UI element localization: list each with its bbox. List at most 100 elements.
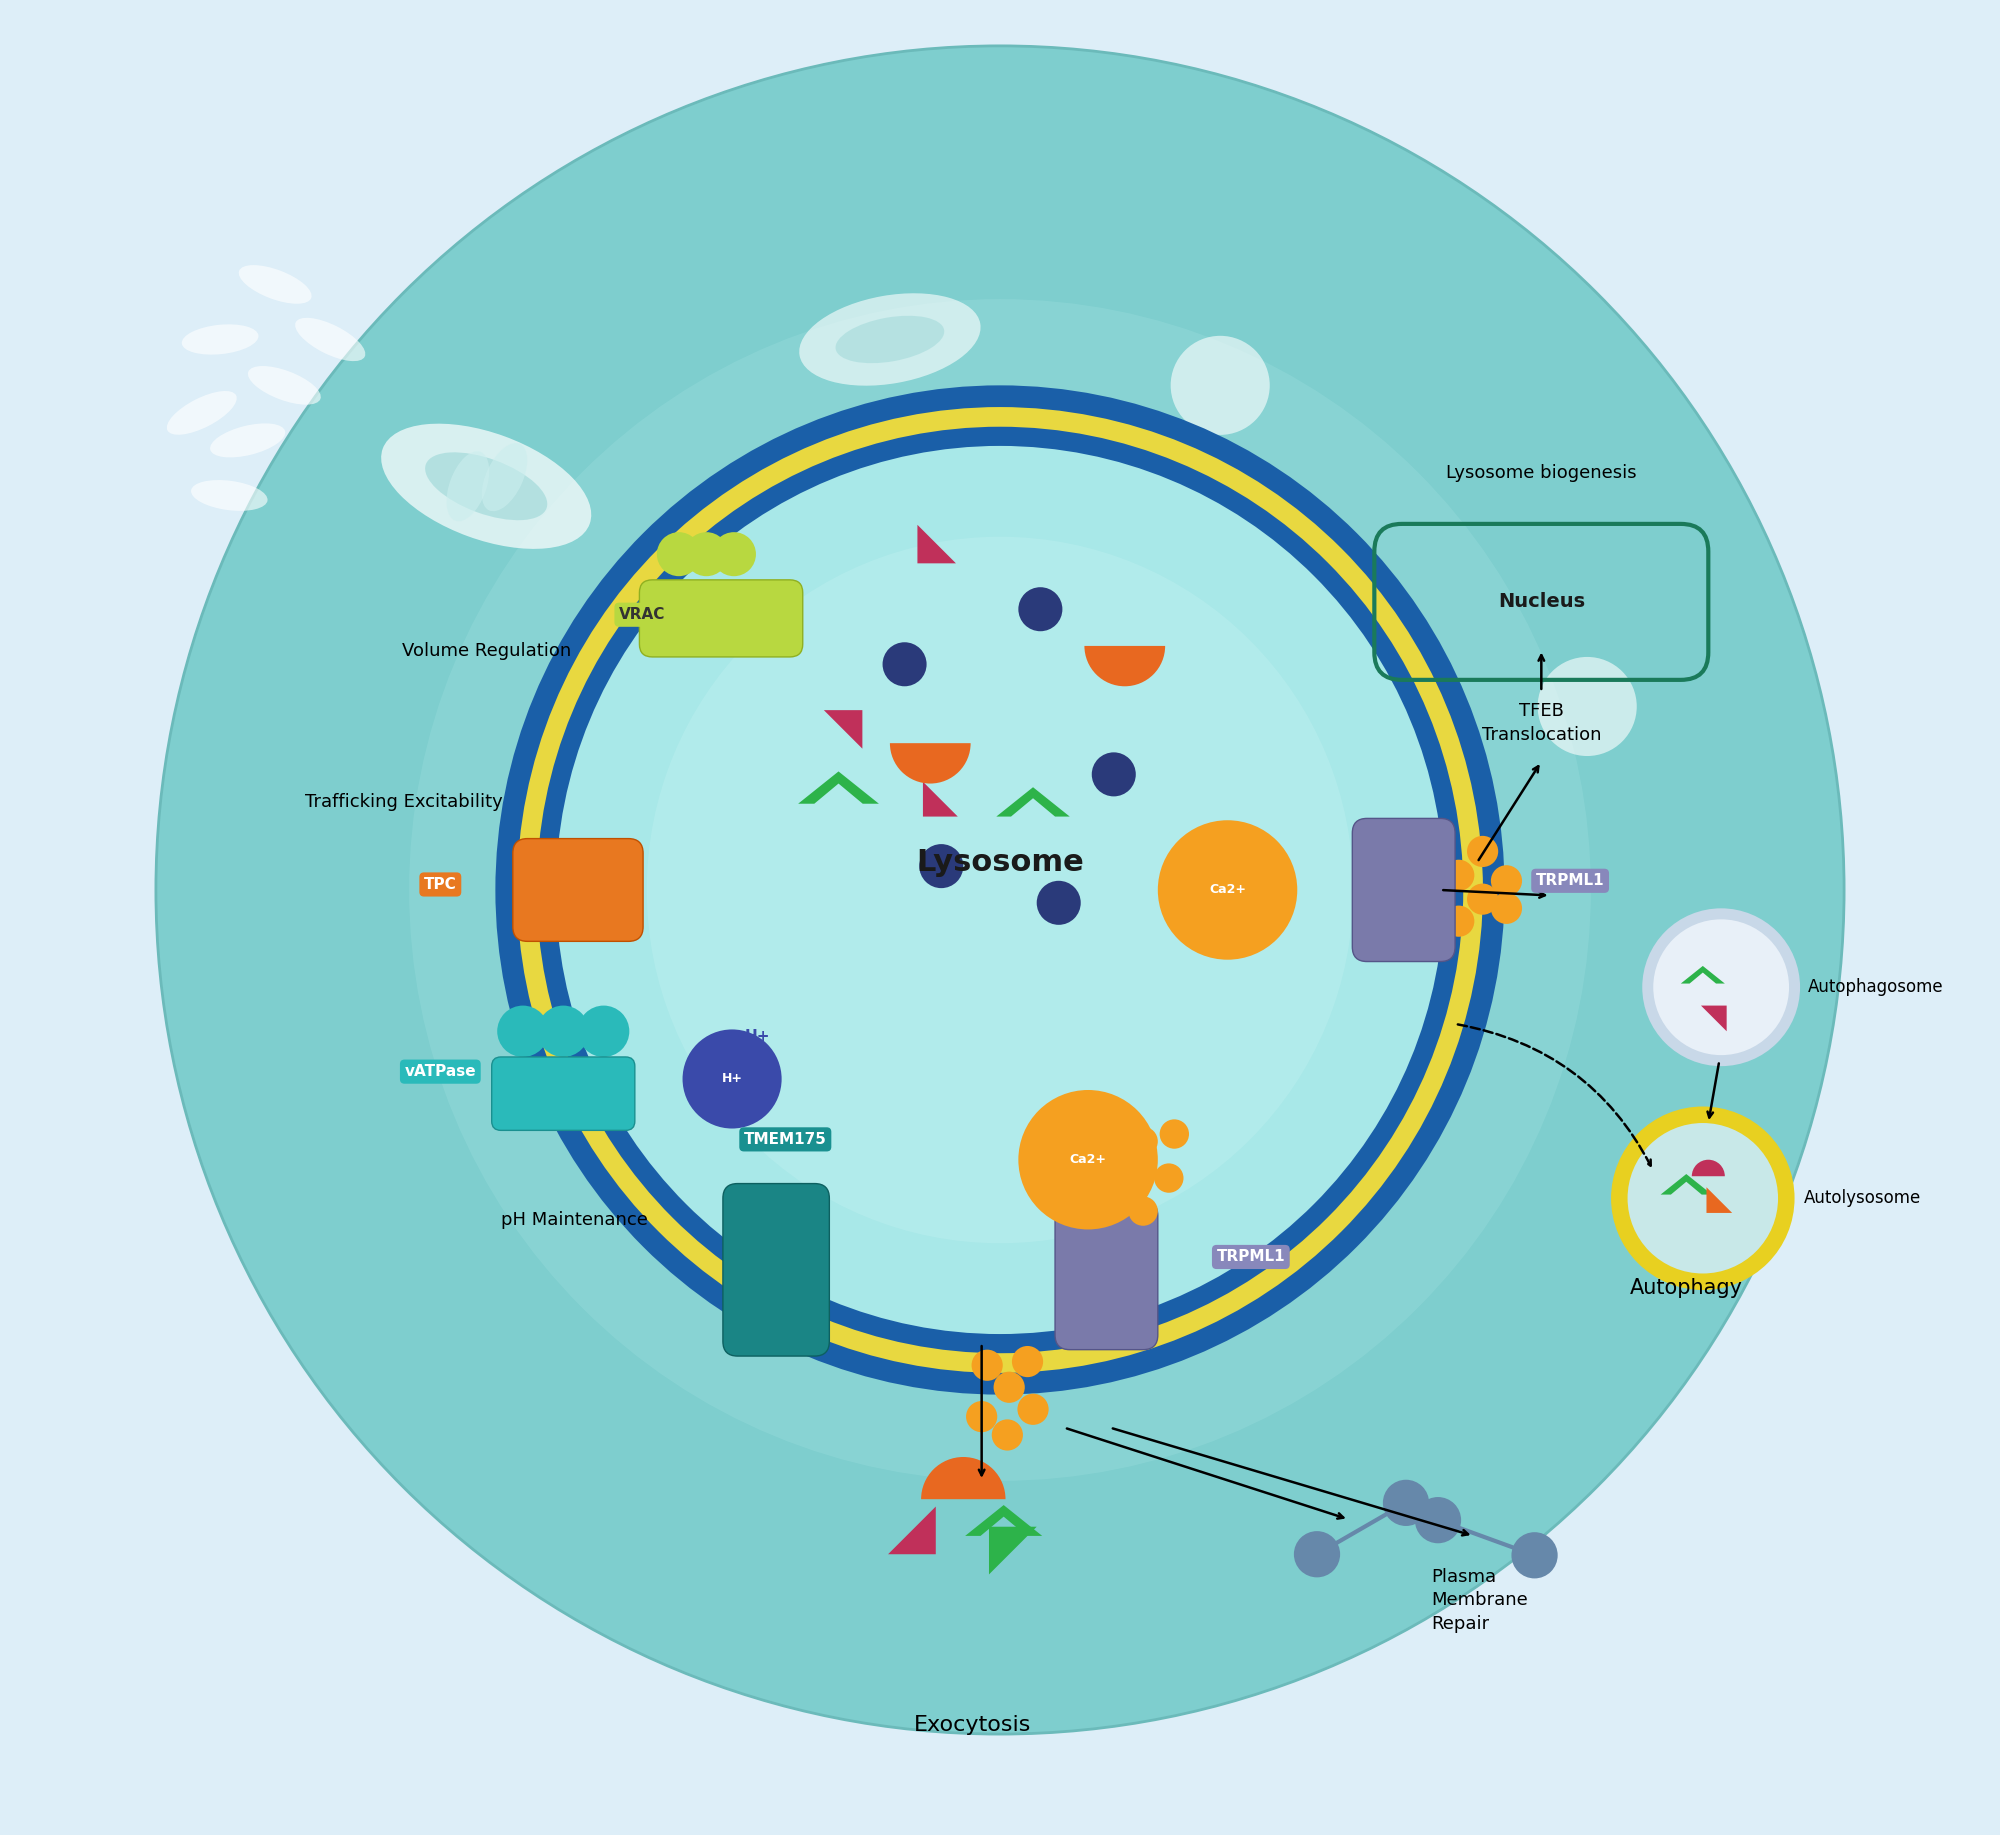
Text: Ca2+: Ca2+: [1070, 1152, 1106, 1167]
Circle shape: [518, 407, 1482, 1373]
Ellipse shape: [210, 424, 286, 457]
Ellipse shape: [482, 442, 528, 512]
Ellipse shape: [192, 481, 268, 510]
Circle shape: [684, 532, 728, 576]
Text: TRPML1: TRPML1: [1536, 873, 1604, 888]
Text: H+: H+: [746, 1029, 770, 1044]
Circle shape: [966, 1402, 998, 1431]
Text: pH Maintenance: pH Maintenance: [500, 1211, 648, 1229]
Polygon shape: [1706, 1187, 1732, 1213]
Circle shape: [1444, 906, 1474, 936]
Ellipse shape: [800, 294, 980, 385]
Circle shape: [1538, 657, 1636, 756]
Circle shape: [1128, 1196, 1158, 1226]
Circle shape: [994, 1373, 1024, 1402]
Circle shape: [1654, 919, 1790, 1055]
Circle shape: [498, 1006, 548, 1057]
Wedge shape: [922, 1457, 1006, 1499]
Circle shape: [496, 385, 1504, 1395]
Text: TPC: TPC: [424, 877, 456, 892]
Polygon shape: [824, 710, 862, 749]
Circle shape: [682, 1029, 782, 1129]
Circle shape: [1018, 1090, 1158, 1229]
Text: Nucleus: Nucleus: [1498, 593, 1584, 611]
Wedge shape: [1692, 1160, 1724, 1176]
Text: VRAC: VRAC: [618, 607, 666, 622]
Circle shape: [1018, 587, 1062, 631]
Polygon shape: [922, 782, 958, 817]
Circle shape: [410, 299, 1590, 1481]
Polygon shape: [1680, 965, 1724, 984]
Circle shape: [578, 1006, 630, 1057]
Polygon shape: [988, 1527, 1036, 1574]
Circle shape: [972, 1351, 1002, 1382]
Text: Autophagy: Autophagy: [1630, 1279, 1742, 1297]
Circle shape: [1490, 894, 1522, 925]
Polygon shape: [798, 771, 878, 804]
Text: Autophagosome: Autophagosome: [1808, 978, 1944, 996]
Ellipse shape: [296, 317, 366, 361]
Circle shape: [538, 1006, 588, 1057]
Ellipse shape: [426, 453, 548, 519]
Circle shape: [1628, 1123, 1778, 1273]
Text: Autolysosome: Autolysosome: [1804, 1189, 1920, 1207]
FancyBboxPatch shape: [640, 580, 802, 657]
Text: Lysosome biogenesis: Lysosome biogenesis: [1446, 464, 1636, 483]
Text: Plasma
Membrane
Repair: Plasma Membrane Repair: [1432, 1567, 1528, 1633]
Circle shape: [1612, 1107, 1794, 1290]
Circle shape: [1444, 859, 1474, 892]
Circle shape: [1158, 820, 1298, 960]
Wedge shape: [890, 743, 970, 784]
Ellipse shape: [446, 451, 490, 521]
Circle shape: [646, 536, 1354, 1244]
Polygon shape: [966, 1505, 1042, 1536]
Polygon shape: [996, 787, 1070, 817]
Circle shape: [1294, 1530, 1340, 1578]
Circle shape: [1414, 1497, 1462, 1543]
Circle shape: [882, 642, 926, 686]
Circle shape: [712, 532, 756, 576]
Text: TRPML1: TRPML1: [1216, 1250, 1286, 1264]
Wedge shape: [1084, 646, 1166, 686]
Text: H+: H+: [722, 1072, 742, 1086]
Circle shape: [1512, 1532, 1558, 1578]
Polygon shape: [1700, 1006, 1726, 1031]
Text: Trafficking Excitability: Trafficking Excitability: [304, 793, 502, 811]
Text: TMEM175: TMEM175: [744, 1132, 826, 1147]
Text: Lysosome: Lysosome: [916, 848, 1084, 877]
Text: vATPase: vATPase: [404, 1064, 476, 1079]
Circle shape: [1382, 1479, 1430, 1527]
Circle shape: [1012, 1347, 1044, 1376]
Ellipse shape: [836, 316, 944, 363]
Circle shape: [1092, 752, 1136, 796]
Circle shape: [1468, 837, 1498, 868]
Circle shape: [1018, 1395, 1048, 1424]
FancyBboxPatch shape: [512, 839, 644, 941]
FancyBboxPatch shape: [1056, 1202, 1158, 1351]
Circle shape: [656, 532, 700, 576]
Ellipse shape: [248, 365, 320, 406]
Polygon shape: [888, 1507, 936, 1554]
Circle shape: [1468, 884, 1498, 914]
Circle shape: [556, 446, 1444, 1334]
Circle shape: [1490, 866, 1522, 897]
Polygon shape: [1660, 1174, 1712, 1195]
FancyBboxPatch shape: [722, 1184, 830, 1356]
Circle shape: [1160, 1119, 1190, 1149]
Circle shape: [1036, 881, 1080, 925]
Circle shape: [1154, 1163, 1184, 1193]
FancyBboxPatch shape: [492, 1057, 634, 1130]
Circle shape: [992, 1420, 1022, 1450]
Text: Volume Regulation: Volume Regulation: [402, 642, 570, 661]
Ellipse shape: [238, 264, 312, 305]
Circle shape: [156, 46, 1844, 1734]
FancyBboxPatch shape: [1352, 818, 1456, 962]
Text: TFEB
Translocation: TFEB Translocation: [1482, 703, 1602, 743]
Polygon shape: [918, 525, 956, 563]
Circle shape: [1642, 908, 1800, 1066]
Circle shape: [920, 844, 964, 888]
Circle shape: [1128, 1127, 1158, 1156]
Circle shape: [536, 428, 1464, 1352]
Text: Exocytosis: Exocytosis: [914, 1716, 1032, 1734]
Circle shape: [1170, 336, 1270, 435]
